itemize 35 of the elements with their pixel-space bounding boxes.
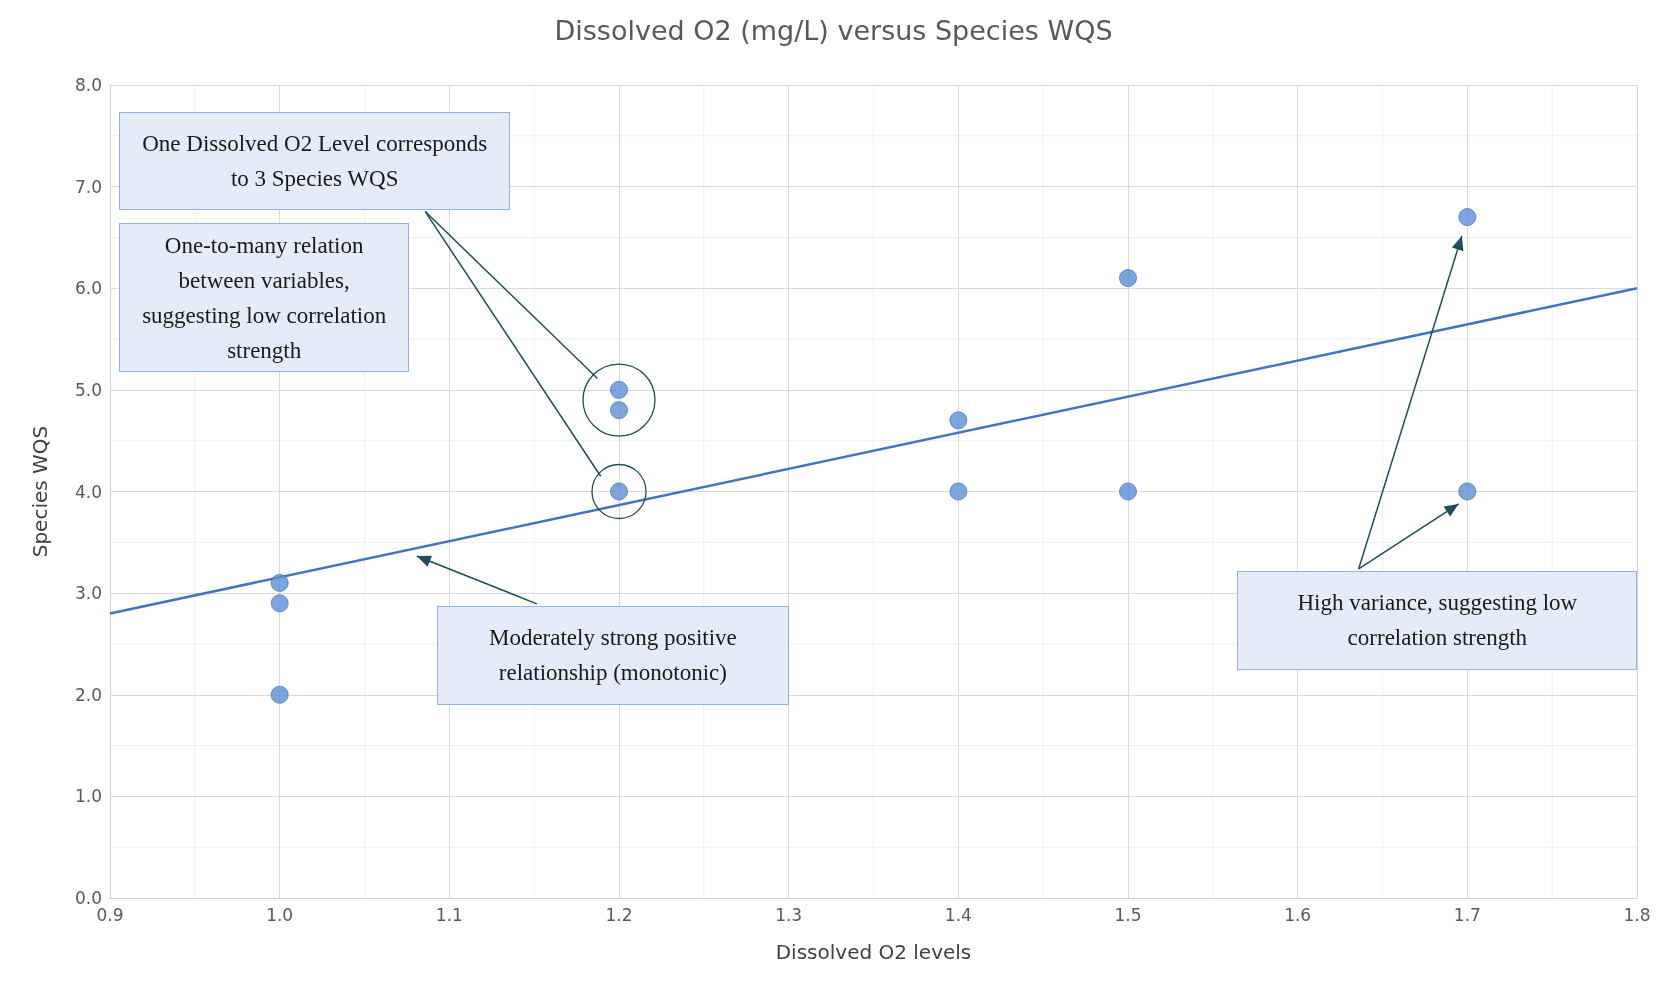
x-tick-label: 1.6: [1284, 904, 1312, 925]
x-tick-label: 1.0: [266, 904, 294, 925]
point: [1119, 269, 1137, 288]
point: [270, 573, 289, 592]
x-axis-title: Dissolved O2 levels: [775, 940, 972, 964]
point: [1119, 482, 1137, 501]
note-box: One Dissolved O2 Level corresponds to 3 Species WQS: [119, 111, 511, 211]
y-axis-title: Species WQS: [28, 425, 52, 558]
y-tick-label: 3.0: [74, 583, 102, 604]
y-tick-label: 7.0: [74, 176, 102, 197]
x-tick-label: 1.7: [1453, 904, 1481, 925]
x-tick-label: 1.3: [775, 904, 803, 925]
y-tick-label: 2.0: [74, 684, 102, 705]
point: [610, 401, 628, 420]
x-tick-label: 1.1: [435, 904, 463, 925]
point: [949, 411, 968, 430]
y-tick-label: 4.0: [74, 481, 102, 502]
y-tick-label: 8.0: [74, 75, 102, 95]
point: [1458, 208, 1477, 227]
x-tick-label: 1.8: [1623, 904, 1651, 925]
point: [949, 482, 968, 501]
note-box: High variance, suggesting low correlation strength: [1237, 570, 1638, 670]
note-box: Moderately strong positive relationship (monotonic): [436, 606, 789, 705]
x-tick-label: 1.4: [944, 904, 972, 925]
point: [270, 594, 289, 613]
point: [610, 380, 628, 399]
note-box: One-to-many relation between variables, suggesting low correlation strength: [119, 223, 410, 373]
x-tick-label: 1.2: [605, 904, 633, 925]
y-tick-label: 6.0: [74, 278, 102, 299]
point: [1458, 482, 1477, 501]
y-tick-label: 1.0: [74, 786, 102, 807]
chart-title: Dissolved O2 (mg/L) versus Species WQS: [554, 15, 1113, 46]
point: [270, 685, 289, 704]
x-tick-label: 1.5: [1114, 904, 1142, 925]
y-tick-label: 5.0: [74, 379, 102, 400]
